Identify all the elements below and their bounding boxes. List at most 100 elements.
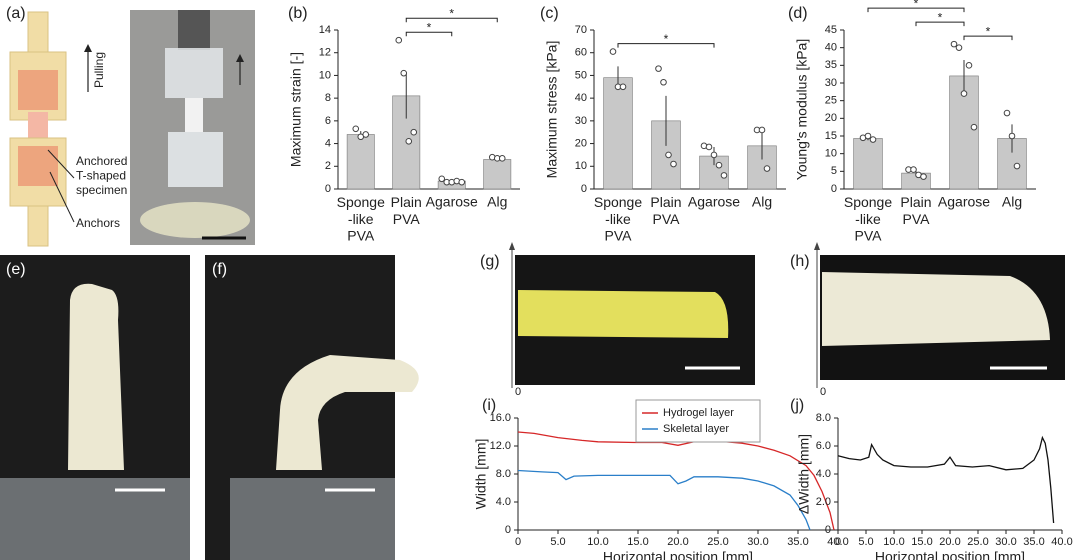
data-point	[458, 178, 466, 186]
legend: Hydrogel layer Skeletal layer	[635, 399, 761, 443]
annotation: Anchors	[76, 216, 120, 230]
data-point	[720, 172, 728, 179]
x-tick-label: Sponge -like PVA	[594, 194, 642, 244]
significance-label: *	[938, 10, 943, 24]
x-tick-label: 10.0	[587, 536, 608, 548]
y-tick-label: 12.0	[490, 440, 511, 452]
data-point	[655, 65, 662, 72]
data-point	[1013, 162, 1021, 170]
data-point	[715, 161, 723, 169]
significance-bracket	[405, 31, 453, 37]
data-point	[660, 78, 667, 86]
x-tick-label: Sponge -like PVA	[844, 194, 892, 244]
bar	[603, 77, 633, 190]
x-tick-label: 15.0	[627, 536, 648, 548]
significance-label: *	[427, 20, 432, 34]
y-tick-label: 0	[831, 183, 837, 195]
y-axis-label: Maximum stress [kPa]	[544, 41, 560, 179]
x-tick-label: Agarose	[688, 194, 740, 210]
y-tick-label: 25	[825, 95, 837, 107]
data-point	[670, 160, 677, 168]
data-point	[405, 138, 413, 145]
y-tick-label: 0	[825, 524, 831, 536]
data-point	[410, 128, 418, 136]
panel-label: (a)	[6, 5, 26, 22]
x-tick-label: 0	[515, 536, 521, 548]
schematic	[9, 11, 92, 247]
bar	[747, 145, 777, 190]
legend-box	[635, 399, 761, 443]
y-axis-label: ΔWidth [mm]	[796, 434, 812, 514]
data-point	[352, 125, 360, 133]
y-tick-label: 8	[325, 92, 331, 104]
y-tick-label: 4.0	[496, 496, 511, 508]
significance-label: *	[664, 32, 669, 46]
x-tick-label: Agarose	[426, 194, 478, 210]
panel-label: (i)	[482, 397, 496, 414]
photo-f	[205, 255, 419, 560]
x-tick-label: Alg	[1002, 194, 1022, 210]
data-point	[705, 143, 713, 151]
x-tick-label: Plain PVA	[900, 194, 931, 227]
legend-label: Hydrogel layer	[663, 407, 734, 419]
panel-label: (j)	[790, 397, 804, 414]
y-tick-label: 15	[825, 130, 837, 142]
data-point	[950, 40, 958, 48]
x-axis-label: Horizontal position [mm]	[603, 549, 753, 560]
x-tick-label: Sponge -like PVA	[337, 194, 385, 244]
x-tick-label: 10.0	[883, 536, 904, 548]
data-point	[970, 123, 978, 131]
y-tick-label: 20	[825, 112, 837, 124]
x-tick-label: 35.0	[1023, 536, 1044, 548]
line-series	[517, 469, 811, 531]
x-tick-label: 5.0	[550, 536, 565, 548]
x-tick-label: Agarose	[938, 194, 990, 210]
y-tick-label: 10	[319, 69, 331, 81]
x-tick-label: 15.0	[911, 536, 932, 548]
y-tick-label: 8.0	[496, 468, 511, 480]
line-series	[837, 435, 1055, 524]
x-tick-label: 0	[835, 536, 841, 548]
data-point	[438, 175, 446, 183]
x-tick-label: 25.0	[967, 536, 988, 548]
y-tick-label: 0	[325, 183, 331, 195]
y-tick-label: 5	[831, 165, 837, 177]
y-tick-label: 0	[581, 183, 587, 195]
y-tick-label: 45	[825, 24, 837, 36]
data-point	[498, 155, 506, 162]
significance-bracket	[963, 35, 1013, 41]
y-tick-label: 8.0	[816, 412, 831, 424]
photo-e	[0, 255, 190, 560]
significance-bracket	[405, 17, 498, 23]
bar	[853, 138, 883, 190]
y-tick-label: 4	[325, 137, 331, 149]
y-tick-label: 2.0	[816, 496, 831, 508]
y-tick-label: 30	[825, 77, 837, 89]
significance-bracket	[867, 7, 965, 13]
x-tick-label: 5.0	[858, 536, 873, 548]
y-tick-label: 30	[575, 115, 587, 127]
data-point	[1003, 109, 1011, 117]
data-point	[864, 132, 872, 140]
y-tick-label: 50	[575, 69, 587, 81]
origin-label: 0	[515, 386, 521, 398]
y-tick-label: 40	[575, 92, 587, 104]
y-tick-label: 12	[319, 47, 331, 59]
panel-label: (f)	[212, 261, 227, 278]
y-tick-label: 6.0	[816, 440, 831, 452]
x-tick-label: 30.0	[995, 536, 1016, 548]
bar	[346, 134, 375, 190]
data-point	[710, 151, 718, 159]
x-tick-label: 25.0	[707, 536, 728, 548]
data-point	[400, 69, 408, 77]
x-tick-label: 35.0	[787, 536, 808, 548]
y-tick-label: 16.0	[490, 412, 511, 424]
data-point	[920, 173, 927, 180]
photo-h	[814, 242, 1065, 388]
x-tick-label: 30.0	[747, 536, 768, 548]
data-point	[362, 131, 370, 138]
x-tick-label: Plain PVA	[391, 194, 422, 227]
annotation: Pulling	[92, 52, 106, 88]
data-point	[1008, 132, 1016, 140]
y-tick-label: 40	[825, 42, 837, 54]
